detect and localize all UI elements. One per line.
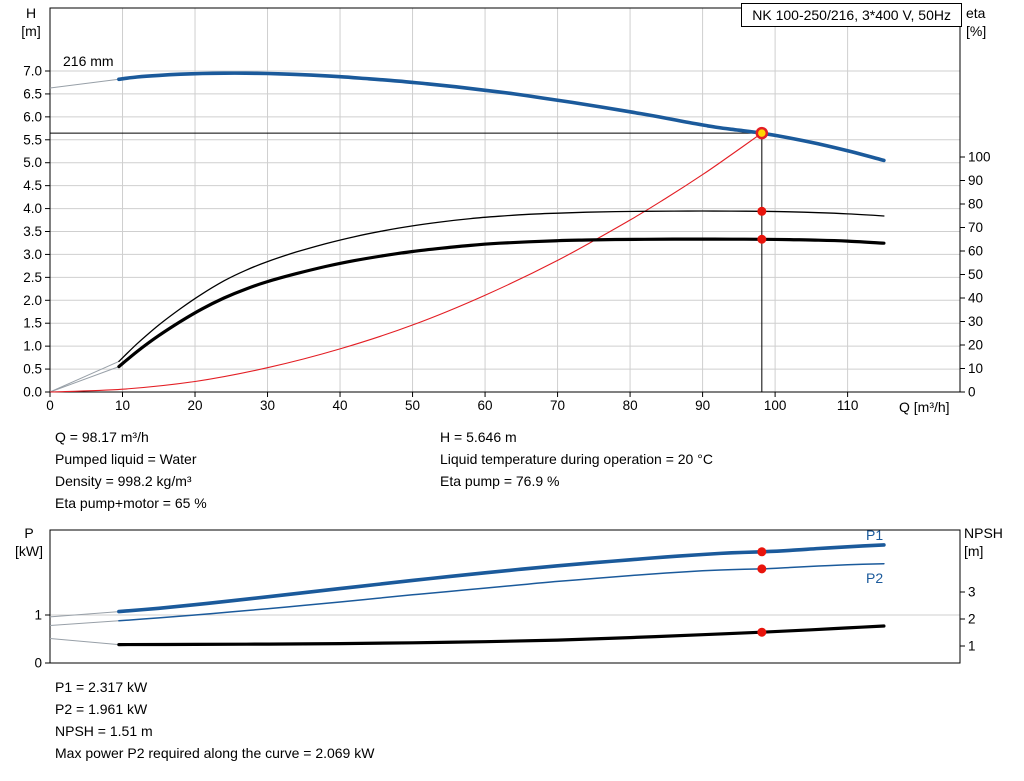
eta-pump-curve (118, 210, 885, 363)
q-tick-label: 10 (115, 398, 130, 413)
eta-axis-label-line2: [%] (966, 23, 987, 39)
power-info: P1 = 2.317 kW P2 = 1.961 kW NPSH = 1.51 … (55, 676, 374, 764)
eta-tick-label: 50 (968, 267, 983, 282)
q-tick-label: 30 (260, 398, 275, 413)
q-tick-label: 50 (405, 398, 420, 413)
connector-line (49, 637, 119, 646)
head-capacity-chart: 0.0 0.5 1.0 1.5 2.0 2.5 3.0 3.5 4.0 4.5 5.0 5.5 6.0 6… (23, 7, 991, 413)
power-npsh-chart: 0 1 1 2 3 (34, 529, 976, 671)
p1-curve (117, 543, 886, 614)
h-tick-label: 4.0 (23, 201, 42, 216)
h-axis-label-line2: [m] (21, 23, 41, 39)
npsh-axis-label-line1: NPSH (964, 525, 1003, 541)
h-tick-label: 1.0 (23, 339, 42, 354)
info-line-p2: P2 = 1.961 kW (55, 701, 148, 717)
h-tick-label: 5.0 (23, 155, 42, 170)
h-tick-label: 3.5 (23, 224, 42, 239)
q-tick-label: 60 (478, 398, 493, 413)
eta-pump-motor-duty-dot (757, 234, 767, 244)
npsh-axis-label-line2: [m] (964, 543, 984, 559)
eta-tick-label: 70 (968, 220, 983, 235)
connector-line (49, 611, 119, 618)
npsh-tick-label: 2 (968, 612, 976, 627)
eta-pump-duty-dot (757, 206, 767, 216)
h-tick-label: 2.5 (23, 270, 42, 285)
q-axis-label: Q [m³/h] (899, 399, 950, 415)
q-tick-label: 20 (188, 398, 203, 413)
eta-tick-label: 10 (968, 361, 983, 376)
p-axis-label-line1: P (24, 525, 34, 541)
eta-tick-label: 100 (968, 150, 991, 165)
h-tick-label: 0.5 (23, 362, 42, 377)
h-tick-label: 0.0 (23, 385, 42, 400)
eta-tick-label: 0 (968, 385, 976, 400)
h-tick-label: 4.5 (23, 178, 42, 193)
info-line-q: Q = 98.17 m³/h (55, 429, 149, 445)
npsh-tick-label: 1 (968, 639, 976, 654)
connector-line (49, 620, 119, 627)
duty-point-marker (755, 126, 769, 140)
info-line-density: Density = 998.2 kg/m³ (55, 473, 192, 489)
h-tick-label: 2.0 (23, 293, 42, 308)
p-axis-label-line2: [kW] (15, 543, 43, 559)
npsh-duty-dot (757, 627, 767, 637)
eta-axis-label: eta [%] (966, 4, 986, 40)
q-tick-label: 110 (837, 398, 859, 413)
h-tick-label: 7.0 (23, 64, 42, 79)
connector-line (49, 360, 120, 393)
info-line-eta-pump-motor: Eta pump+motor = 65 % (55, 495, 207, 511)
p1-duty-dot (757, 547, 767, 557)
p2-duty-dot (757, 564, 767, 574)
info-line-temperature: Liquid temperature during operation = 20… (440, 451, 713, 467)
npsh-tick-label: 3 (968, 585, 976, 600)
duty-info-right: H = 5.646 m Liquid temperature during op… (440, 426, 713, 492)
connector-line (49, 78, 119, 89)
plot-border (49, 7, 961, 393)
info-line-p1: P1 = 2.317 kW (55, 679, 148, 695)
impeller-diameter-label: 216 mm (63, 53, 114, 69)
q-tick-label: 70 (550, 398, 565, 413)
q-tick-label: 40 (333, 398, 348, 413)
connector-line (49, 366, 120, 393)
p1-curve-label: P1 (866, 527, 884, 543)
eta-tick-label: 20 (968, 338, 983, 353)
eta-axis-label-line1: eta (966, 5, 986, 21)
info-line-npsh: NPSH = 1.51 m (55, 723, 153, 739)
h-tick-label: 6.0 (23, 109, 42, 124)
info-line-eta-pump: Eta pump = 76.9 % (440, 473, 560, 489)
npsh-axis-label: NPSH [m] (964, 524, 1003, 560)
head-216mm-curve (117, 71, 886, 163)
plot-border (49, 529, 961, 664)
eta-tick-label: 60 (968, 244, 983, 259)
h-axis-label: H [m] (8, 4, 54, 40)
p-axis-label: P [kW] (6, 524, 52, 560)
eta-tick-label: 90 (968, 173, 983, 188)
h-tick-label: 3.0 (23, 247, 42, 262)
npsh-curve (117, 624, 886, 647)
h-axis-label-line1: H (25, 5, 37, 21)
info-line-h: H = 5.646 m (440, 429, 517, 445)
q-tick-label: 80 (623, 398, 638, 413)
eta-tick-label: 40 (968, 291, 983, 306)
h-tick-label: 5.5 (23, 132, 42, 147)
q-tick-label: 0 (46, 398, 54, 413)
h-tick-label: 1.5 (23, 316, 42, 331)
info-line-maxpower: Max power P2 required along the curve = … (55, 745, 375, 761)
p2-curve (118, 562, 885, 622)
eta-tick-label: 30 (968, 314, 983, 329)
info-line-liquid: Pumped liquid = Water (55, 451, 197, 467)
q-tick-label: 100 (764, 398, 787, 413)
eta-pump-motor-curve (117, 237, 886, 369)
system-curve-curve (49, 132, 763, 393)
p-tick-label: 0 (34, 656, 42, 671)
eta-tick-label: 80 (968, 197, 983, 212)
p-tick-label: 1 (34, 608, 42, 623)
duty-info-left: Q = 98.17 m³/h Pumped liquid = Water Den… (55, 426, 207, 514)
p2-curve-label: P2 (866, 570, 884, 586)
chart-title-box: NK 100-250/216, 3*400 V, 50Hz (741, 3, 962, 27)
q-tick-label: 90 (695, 398, 710, 413)
h-tick-label: 6.5 (23, 86, 42, 101)
